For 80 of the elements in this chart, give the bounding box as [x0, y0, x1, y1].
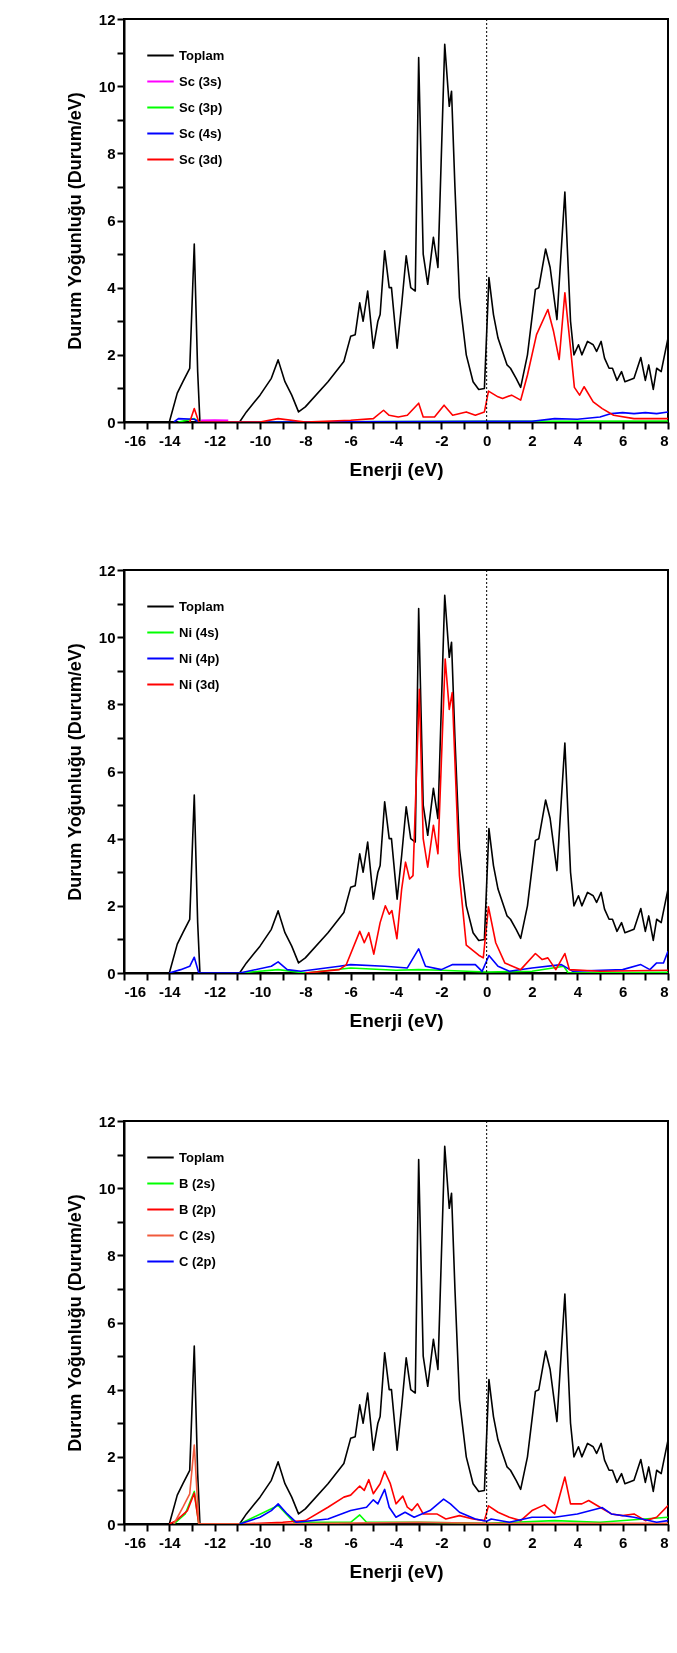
x-tick-label: 8	[660, 982, 669, 1000]
legend-label: Toplam	[179, 598, 225, 614]
x-tick-label: -8	[299, 1533, 313, 1551]
x-tick-label: -16	[124, 431, 147, 449]
x-tick-label: -2	[435, 431, 449, 449]
x-tick-label: 4	[573, 1533, 583, 1551]
x-tick-label: 2	[528, 431, 537, 449]
legend-label: Sc (3s)	[179, 73, 222, 89]
y-axis-title: Durum Yoğunluğu (Durum/eV)	[64, 643, 85, 901]
legend-label: Sc (3d)	[179, 151, 223, 167]
x-tick-label: -12	[204, 1533, 227, 1551]
x-tick-label: -4	[389, 1533, 404, 1551]
x-tick-label: -12	[204, 982, 227, 1000]
x-tick-label: -10	[249, 431, 272, 449]
legend-label: Ni (4p)	[179, 650, 220, 666]
y-tick-label: 12	[98, 1112, 116, 1130]
y-tick-label: 10	[98, 628, 116, 646]
x-tick-label: 2	[528, 982, 537, 1000]
y-tick-label: 12	[98, 10, 116, 28]
legend-label: Sc (3p)	[179, 99, 223, 115]
x-tick-label: -10	[249, 1533, 272, 1551]
y-tick-label: 4	[107, 830, 117, 848]
x-tick-label: -4	[389, 982, 404, 1000]
x-tick-label: 4	[573, 431, 583, 449]
x-tick-label: -2	[435, 1533, 449, 1551]
legend-label: Ni (4s)	[179, 624, 219, 640]
x-tick-label: -6	[344, 431, 358, 449]
y-tick-label: 6	[107, 212, 116, 229]
x-tick-label: -14	[158, 431, 182, 449]
y-axis-title: Durum Yoğunluğu (Durum/eV)	[64, 92, 85, 350]
x-tick-label: -6	[344, 982, 358, 1000]
y-tick-label: 2	[107, 346, 116, 364]
y-tick-label: 10	[98, 77, 116, 95]
x-tick-label: -6	[344, 1533, 358, 1551]
y-tick-label: 12	[98, 561, 116, 579]
y-tick-label: 2	[107, 897, 116, 915]
x-axis-title: Enerji (eV)	[349, 1009, 444, 1031]
y-tick-label: 0	[107, 1515, 116, 1533]
legend-label: B (2p)	[179, 1201, 216, 1217]
x-tick-label: -10	[249, 982, 272, 1000]
legend-label: Sc (4s)	[179, 125, 222, 141]
legend-label: B (2s)	[179, 1175, 216, 1191]
x-tick-label: 6	[618, 431, 628, 449]
x-tick-label: 2	[528, 1533, 537, 1551]
x-tick-label: -16	[124, 982, 147, 1000]
x-tick-label: 0	[482, 982, 492, 1000]
y-tick-label: 0	[107, 964, 116, 982]
x-tick-label: -14	[158, 1533, 182, 1551]
y-tick-label: 8	[107, 695, 116, 713]
y-axis-title: Durum Yoğunluğu (Durum/eV)	[64, 1194, 85, 1452]
x-tick-label: -14	[158, 982, 182, 1000]
legend-label: Toplam	[179, 47, 225, 63]
legend-label: C (2p)	[179, 1253, 216, 1269]
legend-label: Ni (3d)	[179, 676, 220, 692]
y-tick-label: 6	[107, 763, 116, 780]
x-tick-label: -12	[204, 431, 227, 449]
x-tick-label: -4	[389, 431, 404, 449]
y-tick-label: 4	[107, 1381, 117, 1399]
x-tick-label: 8	[660, 1533, 669, 1551]
y-tick-label: 8	[107, 144, 116, 162]
x-tick-label: 4	[573, 982, 583, 1000]
x-tick-label: 6	[618, 982, 628, 1000]
x-tick-label: -2	[435, 982, 449, 1000]
y-tick-label: 6	[107, 1314, 116, 1331]
y-tick-label: 10	[98, 1179, 116, 1197]
y-tick-label: 0	[107, 413, 116, 431]
x-tick-label: 0	[482, 1533, 492, 1551]
x-axis-title: Enerji (eV)	[349, 458, 444, 480]
x-tick-label: 6	[618, 1533, 628, 1551]
x-tick-label: -8	[299, 431, 313, 449]
y-tick-label: 4	[107, 279, 117, 297]
x-tick-label: -8	[299, 982, 313, 1000]
x-tick-label: 0	[482, 431, 492, 449]
y-tick-label: 8	[107, 1246, 116, 1264]
x-tick-label: 8	[660, 431, 669, 449]
legend-label: C (2s)	[179, 1227, 216, 1243]
x-axis-title: Enerji (eV)	[349, 1560, 444, 1582]
y-tick-label: 2	[107, 1448, 116, 1466]
x-tick-label: -16	[124, 1533, 147, 1551]
legend-label: Toplam	[179, 1149, 225, 1165]
